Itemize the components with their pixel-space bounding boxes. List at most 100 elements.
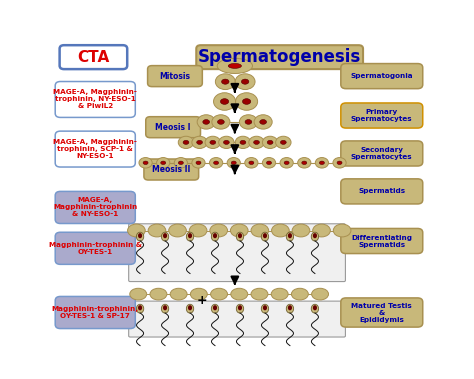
FancyBboxPatch shape	[55, 131, 135, 167]
Ellipse shape	[298, 158, 311, 168]
Ellipse shape	[272, 224, 289, 237]
Ellipse shape	[337, 161, 342, 164]
Ellipse shape	[203, 120, 210, 124]
Ellipse shape	[261, 232, 269, 241]
Text: Primary
Spermatocytes: Primary Spermatocytes	[351, 109, 412, 122]
Ellipse shape	[230, 224, 248, 237]
Ellipse shape	[280, 158, 293, 168]
FancyBboxPatch shape	[341, 103, 423, 128]
Ellipse shape	[221, 79, 229, 84]
Ellipse shape	[138, 233, 142, 238]
Ellipse shape	[251, 224, 269, 237]
Ellipse shape	[235, 136, 251, 149]
Ellipse shape	[196, 161, 201, 164]
Ellipse shape	[192, 158, 205, 168]
Ellipse shape	[213, 93, 236, 110]
Ellipse shape	[239, 115, 257, 129]
Ellipse shape	[170, 288, 187, 300]
Ellipse shape	[261, 304, 269, 313]
Ellipse shape	[215, 74, 235, 89]
FancyBboxPatch shape	[146, 117, 201, 138]
Text: Spermatogonia: Spermatogonia	[350, 73, 413, 79]
Ellipse shape	[228, 63, 241, 68]
Ellipse shape	[266, 161, 272, 164]
Ellipse shape	[137, 304, 144, 313]
Ellipse shape	[245, 120, 252, 124]
Ellipse shape	[311, 232, 319, 241]
Ellipse shape	[161, 232, 169, 241]
Ellipse shape	[130, 288, 146, 300]
FancyBboxPatch shape	[341, 64, 423, 89]
Ellipse shape	[210, 158, 223, 168]
Ellipse shape	[238, 233, 242, 238]
Text: Spermatogenesis: Spermatogenesis	[198, 48, 361, 66]
Ellipse shape	[286, 232, 293, 241]
Ellipse shape	[192, 136, 207, 149]
Ellipse shape	[237, 232, 244, 241]
Ellipse shape	[191, 288, 207, 300]
Ellipse shape	[292, 224, 310, 237]
Ellipse shape	[178, 161, 183, 164]
Ellipse shape	[178, 136, 194, 149]
Ellipse shape	[224, 140, 229, 144]
FancyBboxPatch shape	[55, 232, 135, 265]
FancyBboxPatch shape	[144, 159, 199, 180]
Text: MAGE-A,
Magphinin-trophinin
& NY-ESO-1: MAGE-A, Magphinin-trophinin & NY-ESO-1	[53, 197, 137, 218]
Ellipse shape	[249, 136, 264, 149]
Ellipse shape	[254, 115, 272, 129]
Ellipse shape	[311, 304, 319, 313]
Ellipse shape	[217, 58, 253, 74]
Ellipse shape	[220, 99, 228, 104]
Ellipse shape	[302, 161, 307, 164]
FancyBboxPatch shape	[55, 296, 135, 329]
Text: MAGE-A, Magphinin-
trophinin, NY-ESO-1
& PiwiL2: MAGE-A, Magphinin- trophinin, NY-ESO-1 &…	[53, 89, 137, 110]
Ellipse shape	[241, 79, 249, 84]
Ellipse shape	[210, 288, 228, 300]
Ellipse shape	[275, 136, 291, 149]
Ellipse shape	[210, 224, 228, 237]
Ellipse shape	[211, 232, 219, 241]
Ellipse shape	[189, 224, 207, 237]
Ellipse shape	[240, 140, 246, 144]
Ellipse shape	[251, 288, 268, 300]
FancyBboxPatch shape	[128, 224, 346, 282]
Ellipse shape	[128, 224, 145, 237]
Text: CTA: CTA	[77, 50, 109, 65]
Ellipse shape	[315, 158, 328, 168]
Ellipse shape	[333, 158, 346, 168]
Ellipse shape	[197, 115, 215, 129]
Ellipse shape	[210, 140, 216, 144]
Ellipse shape	[212, 115, 230, 129]
Ellipse shape	[218, 120, 224, 124]
Ellipse shape	[231, 288, 248, 300]
Ellipse shape	[161, 161, 166, 164]
FancyBboxPatch shape	[147, 66, 202, 87]
Ellipse shape	[205, 136, 220, 149]
Ellipse shape	[238, 305, 242, 310]
Ellipse shape	[150, 288, 167, 300]
FancyBboxPatch shape	[341, 141, 423, 166]
Ellipse shape	[313, 233, 317, 238]
Ellipse shape	[237, 304, 244, 313]
Ellipse shape	[263, 233, 267, 238]
Ellipse shape	[249, 161, 254, 164]
Ellipse shape	[211, 304, 219, 313]
Ellipse shape	[271, 288, 288, 300]
Ellipse shape	[267, 140, 273, 144]
Ellipse shape	[138, 305, 142, 310]
Ellipse shape	[311, 288, 328, 300]
FancyBboxPatch shape	[128, 301, 346, 337]
Ellipse shape	[288, 233, 292, 238]
Ellipse shape	[188, 233, 192, 238]
Text: Matured Testis
&
Epididymis: Matured Testis & Epididymis	[351, 302, 412, 323]
Ellipse shape	[197, 140, 202, 144]
Ellipse shape	[163, 305, 167, 310]
Ellipse shape	[236, 93, 258, 110]
Ellipse shape	[292, 288, 308, 300]
Ellipse shape	[156, 158, 170, 168]
Ellipse shape	[188, 305, 192, 310]
Ellipse shape	[214, 161, 219, 164]
Ellipse shape	[186, 304, 194, 313]
FancyBboxPatch shape	[196, 45, 363, 69]
Ellipse shape	[219, 136, 234, 149]
